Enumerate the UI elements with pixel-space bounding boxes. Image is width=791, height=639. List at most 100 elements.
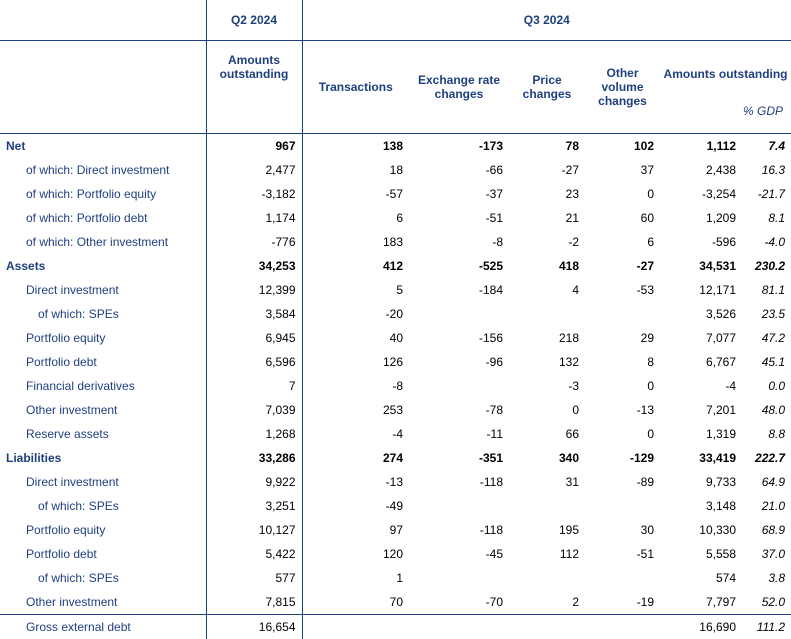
cell-other-volume: -51 xyxy=(585,542,660,566)
cell-transactions: -8 xyxy=(302,374,409,398)
cell-other-volume: -53 xyxy=(585,278,660,302)
cell-amounts-q3: 12,171 xyxy=(660,278,742,302)
cell-exchange-rate: -351 xyxy=(409,446,509,470)
cell-other-volume xyxy=(585,302,660,326)
cell-amounts-q3: 1,319 xyxy=(660,422,742,446)
cell-amounts-q3: 33,419 xyxy=(660,446,742,470)
cell-price xyxy=(509,302,585,326)
cell-exchange-rate: -78 xyxy=(409,398,509,422)
cell-amounts-q3: 1,112 xyxy=(660,134,742,159)
header-amounts-q2: Amounts outstanding xyxy=(206,41,302,134)
cell-other-volume: 8 xyxy=(585,350,660,374)
cell-transactions: 126 xyxy=(302,350,409,374)
cell-amounts-q3: 2,438 xyxy=(660,158,742,182)
cell-pct-gdp: 16.3 xyxy=(742,158,791,182)
header-row-periods: Q2 2024 Q3 2024 xyxy=(0,0,791,41)
cell-other-volume: 0 xyxy=(585,422,660,446)
cell-amounts-q2: 577 xyxy=(206,566,302,590)
cell-amounts-q3: 5,558 xyxy=(660,542,742,566)
cell-other-volume: -27 xyxy=(585,254,660,278)
cell-other-volume: -13 xyxy=(585,398,660,422)
row-label: Financial derivatives xyxy=(0,374,206,398)
cell-exchange-rate xyxy=(409,566,509,590)
cell-pct-gdp: 45.1 xyxy=(742,350,791,374)
cell-exchange-rate: -51 xyxy=(409,206,509,230)
row-label: of which: SPEs xyxy=(0,494,206,518)
cell-transactions: 253 xyxy=(302,398,409,422)
cell-amounts-q3: -596 xyxy=(660,230,742,254)
cell-exchange-rate xyxy=(409,494,509,518)
row-label: of which: SPEs xyxy=(0,302,206,326)
cell-transactions: -57 xyxy=(302,182,409,206)
row-label: Portfolio equity xyxy=(0,518,206,542)
header-q2: Q2 2024 xyxy=(206,0,302,41)
cell-pct-gdp: 222.7 xyxy=(742,446,791,470)
cell-exchange-rate: -118 xyxy=(409,518,509,542)
cell-amounts-q3: 3,148 xyxy=(660,494,742,518)
cell-price: 0 xyxy=(509,398,585,422)
cell-amounts-q2: 12,399 xyxy=(206,278,302,302)
cell-price: 31 xyxy=(509,470,585,494)
row-label: Direct investment xyxy=(0,278,206,302)
cell-pct-gdp: 23.5 xyxy=(742,302,791,326)
cell-amounts-q2: 3,584 xyxy=(206,302,302,326)
cell-amounts-q3: 574 xyxy=(660,566,742,590)
header-other-volume: Other volume changes xyxy=(585,41,660,134)
cell-price: 195 xyxy=(509,518,585,542)
row-label: of which: Portfolio equity xyxy=(0,182,206,206)
cell-exchange-rate xyxy=(409,374,509,398)
cell-transactions: 40 xyxy=(302,326,409,350)
cell-price: 112 xyxy=(509,542,585,566)
cell-price: -3 xyxy=(509,374,585,398)
cell-transactions: 1 xyxy=(302,566,409,590)
cell-transactions: 70 xyxy=(302,590,409,615)
cell-transactions: -4 xyxy=(302,422,409,446)
header-amounts-q3: Amounts outstanding xyxy=(660,67,791,81)
row-label: Net xyxy=(0,134,206,159)
cell-exchange-rate: -45 xyxy=(409,542,509,566)
cell-transactions: 5 xyxy=(302,278,409,302)
cell-amounts-q2: 10,127 xyxy=(206,518,302,542)
cell-transactions: 138 xyxy=(302,134,409,159)
header-pct-gdp: % GDP xyxy=(743,104,783,118)
cell-price: 21 xyxy=(509,206,585,230)
cell-price: 66 xyxy=(509,422,585,446)
cell-pct-gdp: -4.0 xyxy=(742,230,791,254)
row-label: Direct investment xyxy=(0,470,206,494)
cell-exchange-rate: -8 xyxy=(409,230,509,254)
cell-amounts-q2: 5,422 xyxy=(206,542,302,566)
cell-amounts-q3: 1,209 xyxy=(660,206,742,230)
cell-amounts-q3: -4 xyxy=(660,374,742,398)
row-label: of which: Direct investment xyxy=(0,158,206,182)
header-amounts-q3-group: Amounts outstanding % GDP xyxy=(660,41,791,134)
cell-amounts-q2: -776 xyxy=(206,230,302,254)
cell-pct-gdp: 0.0 xyxy=(742,374,791,398)
header-row-columns: Amounts outstanding Transactions Exchang… xyxy=(0,41,791,134)
cell-amounts-q2: 6,945 xyxy=(206,326,302,350)
cell-other-volume xyxy=(585,566,660,590)
cell-transactions: 274 xyxy=(302,446,409,470)
row-label: Portfolio equity xyxy=(0,326,206,350)
row-label: Other investment xyxy=(0,398,206,422)
cell-amounts-q3: 34,531 xyxy=(660,254,742,278)
cell-amounts-q2: 1,174 xyxy=(206,206,302,230)
cell-transactions: -13 xyxy=(302,470,409,494)
header-transactions: Transactions xyxy=(302,41,409,134)
cell-other-volume: 60 xyxy=(585,206,660,230)
row-label: of which: SPEs xyxy=(0,566,206,590)
cell-transactions: 18 xyxy=(302,158,409,182)
cell-exchange-rate: -118 xyxy=(409,470,509,494)
cell-pct-gdp: 48.0 xyxy=(742,398,791,422)
